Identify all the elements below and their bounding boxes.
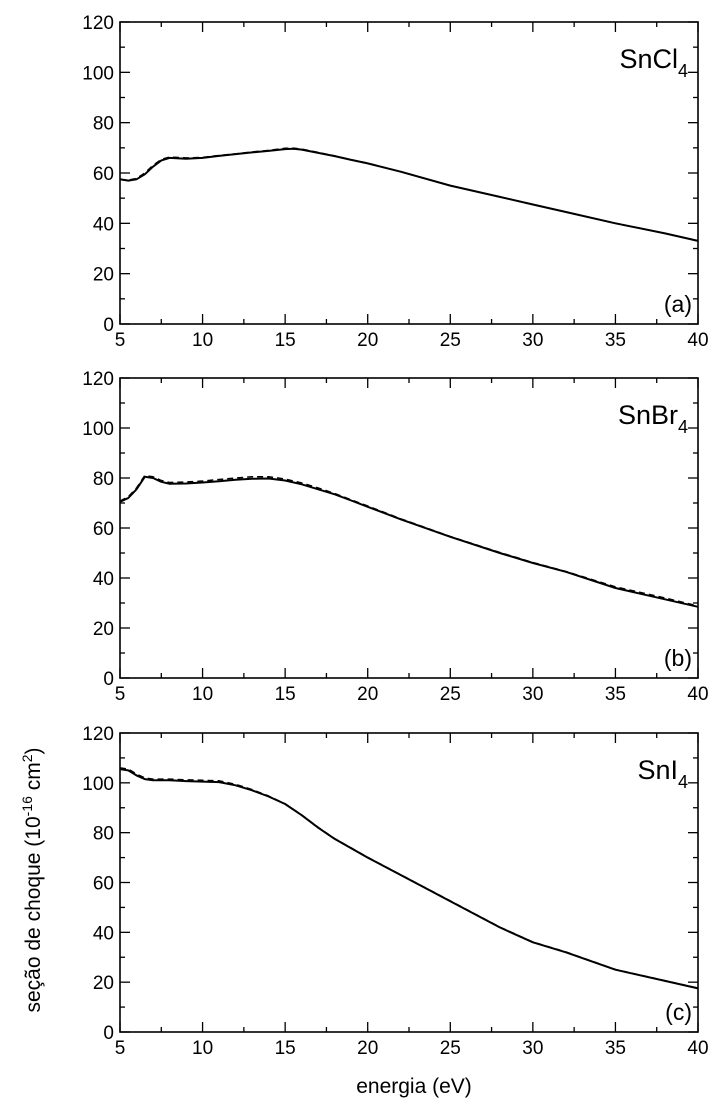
y-tick-label: 20 [93,619,114,640]
x-tick-label: 30 [522,1038,543,1059]
x-tick-label: 35 [605,684,626,705]
y-tick-label: 120 [82,724,114,745]
y-tick-label: 80 [93,824,114,845]
x-tick-label: 40 [687,330,708,351]
y-tick-label: 60 [93,519,114,540]
x-tick-label: 5 [115,1038,126,1059]
y-tick-label: 40 [93,214,114,235]
x-tick-label: 10 [192,684,213,705]
x-tick-label: 25 [440,330,461,351]
y-axis-label: seção de choque (10-16 cm2) [19,747,45,1012]
x-tick-label: 20 [357,330,378,351]
x-tick-label: 5 [115,684,126,705]
x-tick-label: 40 [687,684,708,705]
series-line-dashed [119,147,699,242]
x-tick-label: 20 [357,1038,378,1059]
panel-b: 5 10 15 20 25 30 35 40 0 20 40 60 80 100 120 SnBr4 (b) [82,369,708,705]
y-tick-label: 60 [93,874,114,895]
x-tick-label: 30 [522,684,543,705]
panel-title: SnBr4 [618,400,688,437]
panel-title: SnI4 [637,755,688,792]
y-tick-label: 0 [103,315,114,336]
x-tick-label: 15 [275,684,296,705]
plot-frame [119,377,699,679]
y-tick-label: 80 [93,469,114,490]
x-tick-label: 40 [687,1038,708,1059]
panel-tag: (b) [664,645,692,671]
y-tick-label: 20 [93,973,114,994]
y-tick-label: 120 [82,369,114,390]
x-tick-label: 30 [522,330,543,351]
x-tick-label: 20 [357,684,378,705]
series-line-solid [119,147,699,242]
y-tick-label: 80 [93,114,114,135]
x-tick-label: 10 [192,330,213,351]
x-tick-label: 25 [440,1038,461,1059]
series-line-dashed [119,767,699,989]
y-tick-label: 0 [103,1023,114,1044]
panel-c: 5 10 15 20 25 30 35 40 0 20 40 60 80 100 120 SnI4 (c) [82,724,708,1059]
y-tick-label: 40 [93,569,114,590]
plot-frame [119,732,699,1033]
y-tick-label: 40 [93,923,114,944]
x-tick-label: 15 [275,1038,296,1059]
x-tick-label: 35 [605,1038,626,1059]
y-tick-label: 20 [93,265,114,286]
y-tick-label: 100 [82,63,114,84]
panel-tag: (c) [665,999,692,1025]
y-tick-label: 120 [82,13,114,34]
series-line-solid [119,475,699,608]
panel-a: 5 10 15 20 25 30 35 40 0 20 40 60 80 100 120 SnCl4 (a) [82,13,708,351]
x-axis-label: energia (eV) [356,1075,472,1098]
x-tick-label: 5 [115,330,126,351]
x-tick-label: 35 [605,330,626,351]
panel-title: SnCl4 [619,44,688,81]
x-tick-label: 10 [192,1038,213,1059]
panel-tag: (a) [664,291,692,317]
y-tick-label: 100 [82,774,114,795]
x-tick-label: 15 [275,330,296,351]
y-tick-label: 60 [93,164,114,185]
y-tick-label: 100 [82,419,114,440]
x-tick-label: 25 [440,684,461,705]
series-line-solid [119,768,699,990]
y-tick-label: 0 [103,669,114,690]
